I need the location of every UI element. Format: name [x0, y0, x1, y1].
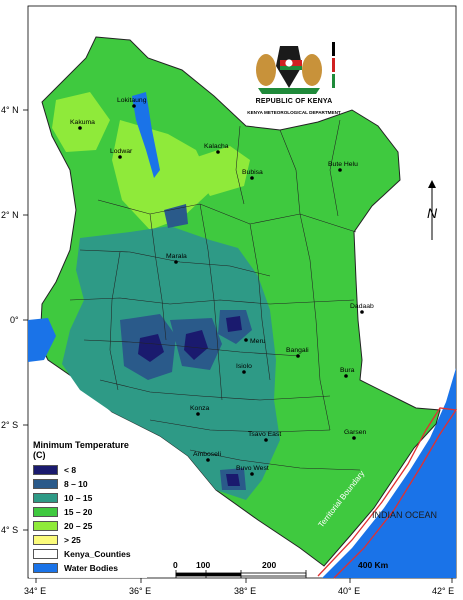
- legend-swatch: [33, 535, 58, 545]
- town-markers: Lokitaung Kakuma Lodwar Kalacha Bubisa B…: [70, 97, 374, 476]
- legend-label: 10 – 15: [64, 493, 93, 503]
- longitude-label: 38° E: [234, 586, 256, 596]
- town-label: Lodwar: [110, 148, 133, 155]
- lake-turkana: [132, 92, 160, 178]
- latitude-label: 2° S: [1, 420, 18, 430]
- legend-item: Water Bodies: [33, 561, 143, 575]
- north-arrow-icon: N: [427, 180, 438, 240]
- longitude-label: 42° E: [432, 586, 454, 596]
- legend-item: 15 – 20: [33, 505, 143, 519]
- longitude-label: 34° E: [24, 586, 46, 596]
- town-label: Konza: [190, 405, 209, 412]
- longitude-axis: 34° E 36° E 38° E 40° E 42° E: [24, 578, 454, 596]
- legend-swatch: [33, 479, 58, 489]
- town-label: Isiolo: [236, 363, 252, 370]
- scale-label: 200: [262, 560, 276, 570]
- latitude-axis: 4° N 2° N 0° 2° S 4° S: [1, 105, 28, 535]
- town-label: Bangali: [286, 347, 309, 354]
- coat-of-arms-icon: [256, 42, 335, 94]
- legend-label: 8 – 10: [64, 479, 88, 489]
- latitude-label: 0°: [10, 315, 19, 325]
- longitude-label: 40° E: [338, 586, 360, 596]
- county-boundaries: [69, 119, 361, 471]
- latitude-label: 4° N: [1, 105, 19, 115]
- town-label: Lokitaung: [117, 97, 147, 104]
- ocean-label: INDIAN OCEAN: [372, 510, 437, 520]
- legend-label: < 8: [64, 465, 77, 475]
- legend-item: > 25: [33, 533, 143, 547]
- town-label: Bura: [340, 367, 355, 374]
- town-label: Dadaab: [350, 303, 374, 310]
- north-arrow-letter: N: [427, 205, 438, 221]
- town-label: Meru: [250, 338, 266, 345]
- lake-victoria: [28, 318, 56, 362]
- legend-item: 8 – 10: [33, 477, 143, 491]
- legend: Minimum Temperature (C) < 8 8 – 10 10 – …: [29, 437, 147, 578]
- legend-item: Kenya_Counties: [33, 547, 143, 561]
- town-label: Marala: [166, 253, 187, 260]
- legend-swatch: [33, 521, 58, 531]
- zone-below-8-d: [226, 474, 240, 486]
- zone-below-8-c: [226, 316, 242, 332]
- scale-label: 100: [196, 560, 210, 570]
- legend-item: < 8: [33, 463, 143, 477]
- town-label: Bute Helu: [328, 161, 358, 168]
- legend-swatch: [33, 493, 58, 503]
- town-label: Tsavo East: [248, 431, 281, 438]
- legend-title: Minimum Temperature (C): [33, 440, 129, 460]
- territorial-boundary-line: [317, 407, 458, 579]
- latitude-label: 4° S: [1, 525, 18, 535]
- longitude-label: 36° E: [129, 586, 151, 596]
- scale-bar: 0 100 200 400 Km: [173, 560, 389, 578]
- legend-swatch: [33, 563, 58, 573]
- zone-below-8-b: [184, 330, 208, 360]
- town-label: Garsen: [344, 429, 367, 436]
- legend-item: 20 – 25: [33, 519, 143, 533]
- latitude-label: 2° N: [1, 210, 19, 220]
- scale-label: 0: [173, 560, 178, 570]
- legend-swatch: [33, 465, 58, 475]
- legend-label: Water Bodies: [64, 563, 119, 573]
- legend-label: 15 – 20: [64, 507, 93, 517]
- town-label: Amboseli: [193, 451, 221, 458]
- indian-ocean: [322, 368, 456, 578]
- legend-label: Kenya_Counties: [64, 549, 131, 559]
- zone-below-8-a: [138, 334, 164, 362]
- legend-item: 10 – 15: [33, 491, 143, 505]
- zone-20-25-north: [112, 120, 214, 230]
- legend-swatch: [33, 549, 58, 559]
- town-label: Bubisa: [242, 169, 263, 176]
- town-label: Kalacha: [204, 143, 229, 150]
- legend-label: > 25: [64, 535, 81, 545]
- kmd-header: REPUBLIC OF KENYA KENYA METEOROLOGICAL D…: [240, 36, 348, 126]
- legend-label: 20 – 25: [64, 521, 93, 531]
- department-name: KENYA METEOROLOGICAL DEPARTMENT: [247, 110, 341, 115]
- org-name: REPUBLIC OF KENYA: [255, 98, 333, 105]
- scale-label: 400 Km: [358, 560, 389, 570]
- town-label: Kakuma: [70, 119, 95, 126]
- zone-20-25-mid: [188, 146, 250, 196]
- legend-swatch: [33, 507, 58, 517]
- town-label: Buvo West: [236, 465, 269, 472]
- zone-20-25-northwest: [52, 92, 110, 152]
